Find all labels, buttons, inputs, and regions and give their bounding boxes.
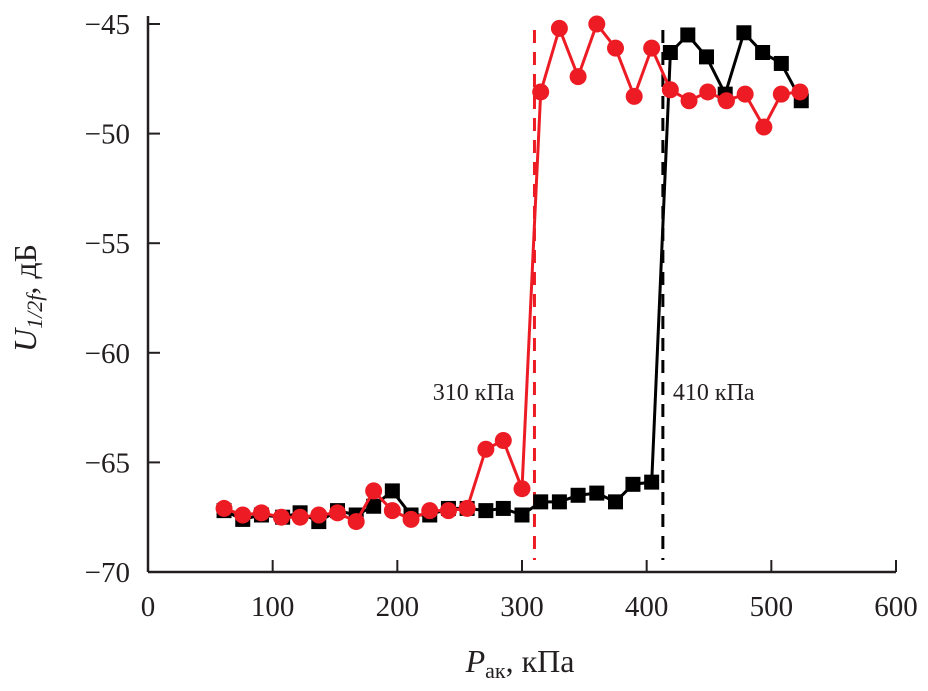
data-point-square bbox=[625, 476, 641, 492]
y-tick-label: −70 bbox=[85, 557, 130, 589]
x-tick-label: 0 bbox=[141, 591, 156, 623]
threshold-lines: 310 кПа 410 кПа bbox=[433, 30, 755, 560]
x-tick-label: 400 bbox=[625, 591, 669, 623]
data-point-square bbox=[514, 507, 530, 523]
y-tick-label: −55 bbox=[85, 228, 130, 260]
data-point-square bbox=[699, 49, 715, 65]
data-point-circle bbox=[402, 510, 420, 528]
data-point-circle bbox=[272, 508, 290, 526]
data-point-circle bbox=[252, 504, 270, 522]
data-point-circle bbox=[588, 15, 606, 33]
data-point-circle bbox=[291, 508, 309, 526]
data-point-circle bbox=[328, 504, 346, 522]
data-point-circle bbox=[550, 19, 568, 37]
data-point-square bbox=[608, 494, 623, 510]
data-point-circle bbox=[532, 83, 550, 101]
data-point-circle bbox=[643, 39, 661, 57]
data-point-circle bbox=[661, 81, 679, 99]
data-point-square bbox=[736, 25, 752, 41]
red-circles-line bbox=[223, 22, 801, 524]
y-tick-label: −65 bbox=[85, 447, 130, 479]
threshold-310-label: 310 кПа bbox=[433, 380, 515, 406]
data-point-circle bbox=[736, 85, 754, 103]
data-point-circle bbox=[680, 92, 698, 110]
x-tick-label: 200 bbox=[376, 591, 420, 623]
data-point-circle bbox=[494, 431, 512, 449]
black-squares-line bbox=[223, 31, 803, 524]
data-point-square bbox=[478, 503, 494, 519]
data-point-circle bbox=[699, 83, 717, 101]
data-point-square bbox=[662, 44, 678, 60]
data-point-square bbox=[755, 44, 771, 60]
data-point-circle bbox=[365, 482, 383, 500]
data-point-square bbox=[366, 498, 382, 514]
data-point-circle bbox=[347, 513, 365, 531]
data-point-circle bbox=[421, 502, 439, 520]
y-tick-label: −45 bbox=[85, 9, 130, 41]
y-tick-label: −50 bbox=[85, 119, 130, 151]
data-point-circle bbox=[513, 480, 531, 498]
data-point-circle bbox=[215, 499, 233, 517]
y-axis-title: U1/2f, дБ bbox=[7, 244, 47, 352]
data-point-circle bbox=[791, 83, 809, 101]
data-point-square bbox=[551, 494, 567, 510]
data-point-square bbox=[680, 27, 696, 43]
data-point-square bbox=[773, 55, 789, 71]
y-tick-label: −60 bbox=[85, 338, 130, 370]
data-point-square bbox=[495, 500, 511, 516]
data-point-square bbox=[644, 474, 660, 490]
data-point-square bbox=[589, 485, 605, 501]
data-point-circle bbox=[234, 506, 252, 524]
x-tick-label: 300 bbox=[500, 591, 544, 623]
data-point-square bbox=[570, 487, 586, 503]
axis-labels: Pак, кПа U1/2f, дБ bbox=[7, 244, 574, 683]
data-point-square bbox=[384, 483, 400, 499]
x-tick-label: 100 bbox=[251, 591, 295, 623]
x-axis-title: Pак, кПа bbox=[465, 643, 575, 683]
red-circles-series bbox=[215, 15, 809, 531]
data-point-square bbox=[533, 494, 549, 510]
data-point-circle bbox=[569, 68, 587, 86]
data-series bbox=[215, 15, 809, 531]
data-point-circle bbox=[717, 92, 735, 110]
threshold-410-label: 410 кПа bbox=[673, 380, 755, 406]
data-point-circle bbox=[383, 502, 401, 520]
data-point-circle bbox=[755, 118, 773, 136]
x-tick-label: 500 bbox=[750, 591, 794, 623]
data-point-circle bbox=[477, 440, 495, 458]
data-point-circle bbox=[625, 87, 643, 105]
data-point-circle bbox=[607, 39, 624, 57]
data-point-circle bbox=[310, 506, 328, 524]
axes: 0 100 200 300 400 500 600 −70 −65 −60 −55 −50 −45 bbox=[85, 9, 918, 623]
x-tick-label: 600 bbox=[874, 591, 918, 623]
data-point-circle bbox=[772, 85, 790, 103]
data-point-circle bbox=[458, 499, 476, 517]
data-point-circle bbox=[439, 502, 457, 520]
